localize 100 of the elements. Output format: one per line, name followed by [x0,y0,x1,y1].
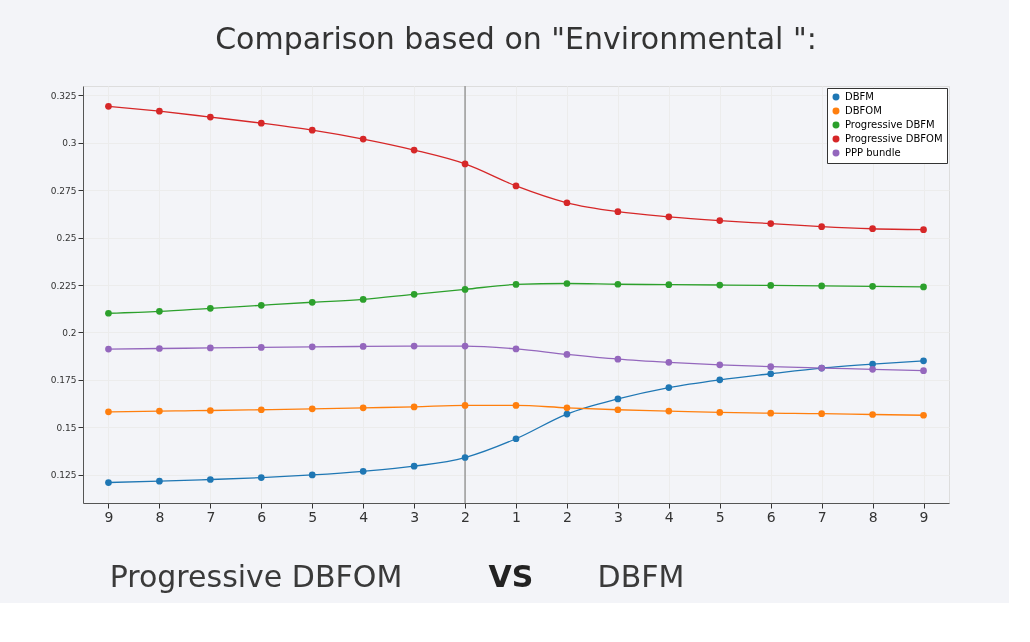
point [665,384,673,391]
y-tick-label: 0.25 [56,233,77,244]
point [920,226,927,234]
point [512,435,520,443]
x-tick-label: 4 [359,508,369,525]
y-tick-label: 0.3 [62,138,77,149]
point [665,281,673,288]
point [614,208,622,216]
point [563,351,571,358]
text: Progressive DBFOM [109,559,403,594]
point [105,408,112,416]
x-tick-label: 4 [664,508,674,525]
x-tick-label: 7 [817,508,827,525]
point [207,344,214,352]
point [156,477,163,485]
y-tick-label: 0.325 [50,90,77,101]
point [308,471,316,479]
point [207,476,214,483]
point [563,410,571,418]
point [767,409,775,417]
point [665,213,673,221]
point [105,102,112,110]
point [563,199,571,207]
point [512,281,520,288]
point [105,479,112,486]
point [920,283,927,291]
point [716,376,724,384]
point [207,304,214,312]
point [359,296,367,303]
point [359,343,367,350]
point [207,407,214,414]
x-tick-label: 9 [919,508,929,525]
point [869,225,876,233]
point [461,342,469,350]
point [767,370,775,378]
legend-label: DBFOM [845,105,882,116]
x-tick-label: 1 [512,508,521,525]
point [920,367,927,375]
point [767,220,775,227]
x-tick-label: 2 [562,508,572,525]
point [308,343,316,351]
point [410,146,418,154]
point [105,309,112,317]
point [410,462,418,470]
x-tick-label: 5 [308,508,318,525]
x-tick-label: 2 [461,508,471,525]
point [359,404,367,412]
point [869,283,876,290]
y-tick-label: 0.175 [50,375,77,386]
point [512,402,520,409]
point [410,290,418,298]
point [665,359,673,366]
point [207,113,214,121]
point [257,344,265,351]
point [359,135,367,143]
x-tick-label: 8 [155,508,165,525]
point [767,363,775,371]
text: DBFM [597,559,685,594]
point [257,119,265,127]
point [257,406,265,414]
legend-label: Progressive DBFOM [845,133,943,144]
y-tick-label: 0.225 [50,280,77,291]
point [257,474,265,481]
chart-title: Comparison based on "Environmental ": [215,21,817,57]
point [512,345,520,353]
x-tick-label: 5 [715,508,725,525]
legend-label: PPP bundle [845,147,901,158]
y-tick-label: 0.2 [62,327,77,338]
point [156,345,163,352]
point [818,223,825,230]
text: VS [488,559,534,594]
point [156,107,163,115]
y-tick-label: 0.125 [50,470,77,481]
point [308,298,316,306]
point [716,361,724,369]
point [410,342,418,350]
x-tick-label: 3 [613,508,623,525]
point [614,280,622,288]
point [308,126,316,134]
point [563,280,571,287]
point [716,409,724,416]
point [156,308,163,315]
point [461,454,469,461]
point [716,281,724,289]
point [308,405,316,413]
x-tick-label: 3 [410,508,420,525]
point [920,411,927,419]
point [818,282,825,290]
y-tick-label: 0.15 [56,422,77,433]
point [156,407,163,415]
point [563,404,571,412]
point [614,406,622,414]
point [614,395,622,403]
point [105,345,112,353]
point [461,402,469,409]
x-tick-label: 6 [766,508,776,525]
point [410,403,418,411]
legend-label: DBFM [845,91,874,102]
x-tick-label: 7 [206,508,216,525]
point [257,301,265,309]
